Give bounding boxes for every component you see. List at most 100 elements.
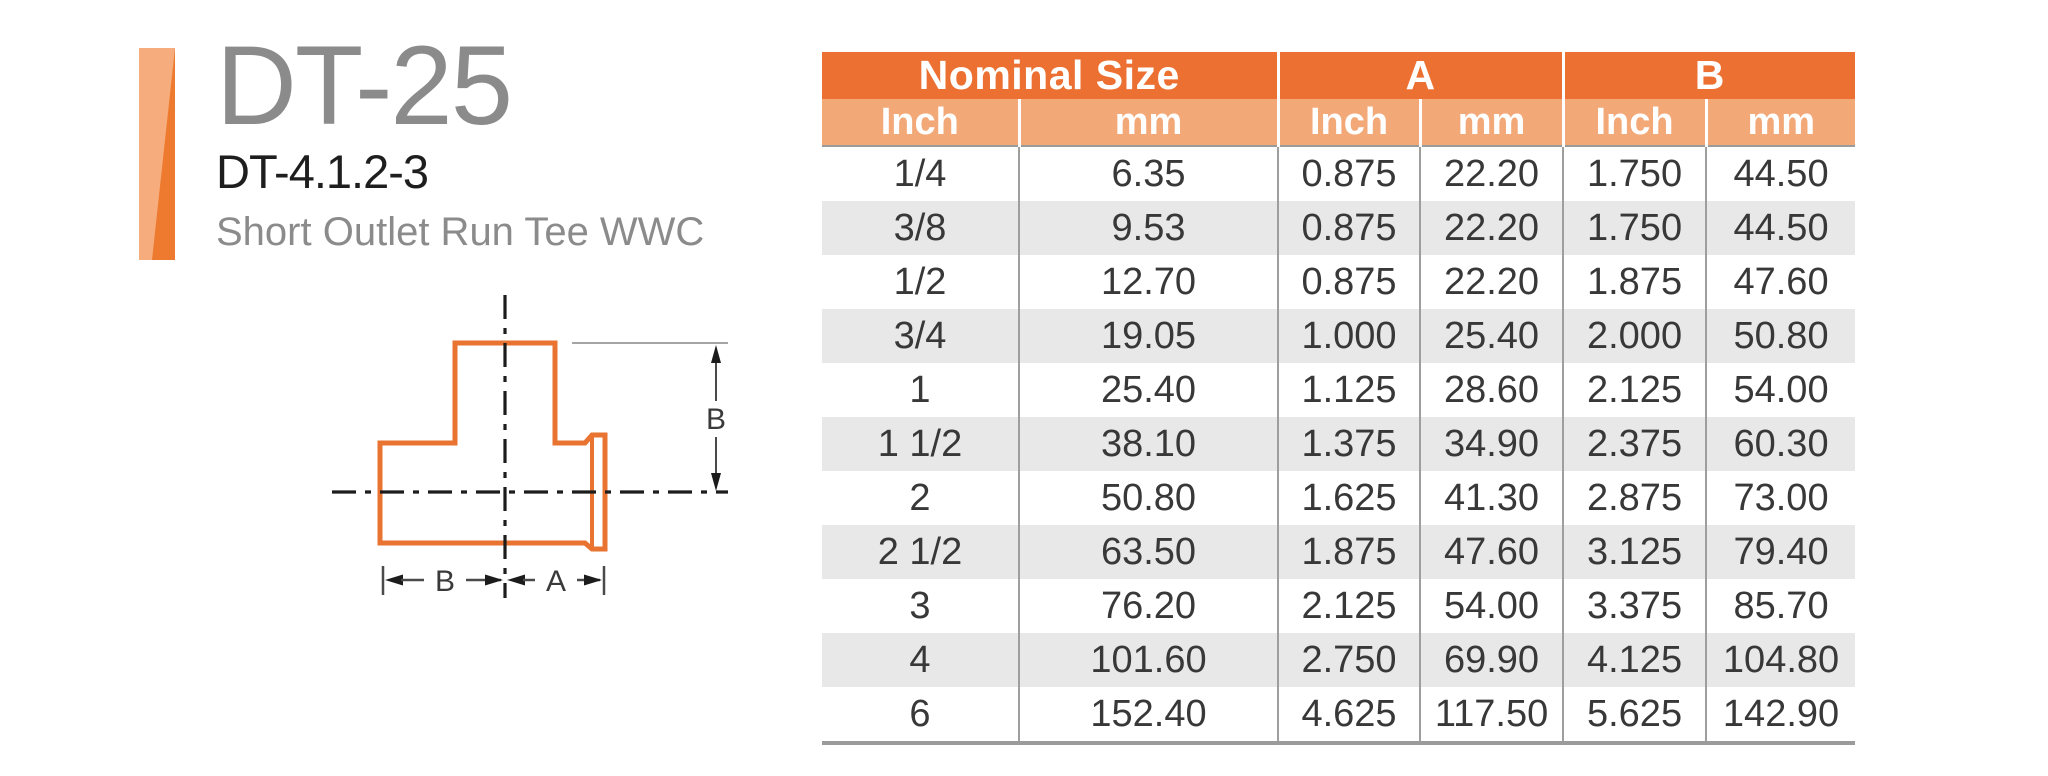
column-header-b-mm: mm [1704, 99, 1856, 147]
table-cell: 38.10 [1017, 417, 1279, 471]
table-cell: 9.53 [1017, 201, 1279, 255]
table-row: 2 1/2 63.50 1.875 47.60 3.125 79.40 [822, 525, 1856, 579]
table-cell: 2.000 [1562, 309, 1707, 363]
table-cell: 25.40 [1017, 363, 1279, 417]
table-cell: 69.90 [1419, 633, 1564, 687]
table-cell: 47.60 [1705, 255, 1856, 309]
table-cell: 73.00 [1705, 471, 1856, 525]
table-cell: 3.375 [1562, 579, 1707, 633]
table-cell: 152.40 [1017, 687, 1279, 745]
table-cell: 4.625 [1277, 687, 1421, 745]
table-cell: 1.750 [1562, 201, 1707, 255]
table-row: 1/2 12.70 0.875 22.20 1.875 47.60 [822, 255, 1856, 309]
table-cell: 41.30 [1419, 471, 1564, 525]
arrowhead-right-icon [485, 574, 503, 586]
table-cell: 117.50 [1419, 687, 1564, 745]
table-cell: 3/4 [822, 309, 1019, 363]
table-cell: 1.000 [1277, 309, 1421, 363]
table-body: 1/4 6.35 0.875 22.20 1.750 44.50 3/8 9.53 0.875 2… [822, 146, 1856, 745]
table-row: 1/4 6.35 0.875 22.20 1.750 44.50 [822, 146, 1856, 201]
brand-accent-wedge [152, 48, 175, 260]
column-header-nominal-mm: mm [1017, 99, 1279, 147]
table-cell: 44.50 [1705, 201, 1856, 255]
table-cell: 2.125 [1562, 363, 1707, 417]
table-cell: 2 1/2 [822, 525, 1019, 579]
table-cell: 79.40 [1705, 525, 1856, 579]
dim-a-horizontal-label: A [546, 565, 566, 598]
dimensions-table: Nominal Size A B Inch mm Inch mm Inch mm… [822, 52, 1856, 745]
table-cell: 12.70 [1017, 255, 1279, 309]
table-cell: 2.875 [1562, 471, 1707, 525]
table-cell: 54.00 [1705, 363, 1856, 417]
table-cell: 1.875 [1562, 255, 1707, 309]
arrowhead-right-icon [584, 574, 602, 586]
table-cell: 1.875 [1277, 525, 1421, 579]
table-row: 3/8 9.53 0.875 22.20 1.750 44.50 [822, 201, 1856, 255]
table-cell: 63.50 [1017, 525, 1279, 579]
table-group-header-row: Nominal Size A B [822, 52, 1856, 99]
table-row: 1 25.40 1.125 28.60 2.125 54.00 [822, 363, 1856, 417]
table-cell: 3/8 [822, 201, 1019, 255]
part-number: DT-4.1.2-3 [216, 145, 429, 198]
table-cell: 34.90 [1419, 417, 1564, 471]
table-cell: 60.30 [1705, 417, 1856, 471]
table-cell: 1/4 [822, 146, 1019, 201]
dim-b-horizontal-label: B [435, 565, 455, 598]
column-header-nominal-inch: Inch [822, 99, 1019, 147]
table-cell: 1.750 [1562, 146, 1707, 201]
table-cell: 1 1/2 [822, 417, 1019, 471]
table-cell: 0.875 [1277, 255, 1421, 309]
table-cell: 1.625 [1277, 471, 1421, 525]
arrowhead-down-icon [711, 473, 721, 491]
table-cell: 47.60 [1419, 525, 1564, 579]
column-group-nominal-size: Nominal Size [822, 52, 1279, 99]
table-cell: 2.750 [1277, 633, 1421, 687]
column-group-a: A [1276, 52, 1564, 99]
table-cell: 4 [822, 633, 1019, 687]
product-model-title: DT-25 [216, 23, 513, 148]
arrowhead-up-icon [711, 345, 721, 363]
table-cell: 50.80 [1017, 471, 1279, 525]
table-cell: 3 [822, 579, 1019, 633]
table-cell: 5.625 [1562, 687, 1707, 745]
table-cell: 1.125 [1277, 363, 1421, 417]
table-row: 3 76.20 2.125 54.00 3.375 85.70 [822, 579, 1856, 633]
table-cell: 0.875 [1277, 201, 1421, 255]
table-cell: 6 [822, 687, 1019, 745]
table-cell: 22.20 [1419, 201, 1564, 255]
table-cell: 104.80 [1705, 633, 1856, 687]
tee-outline [377, 340, 608, 552]
table-cell: 44.50 [1705, 146, 1856, 201]
column-header-b-inch: Inch [1561, 99, 1707, 147]
arrowhead-left-icon [507, 574, 525, 586]
table-cell: 4.125 [1562, 633, 1707, 687]
column-header-a-mm: mm [1418, 99, 1564, 147]
arrowhead-left-icon [385, 574, 403, 586]
table-cell: 85.70 [1705, 579, 1856, 633]
table-cell: 0.875 [1277, 146, 1421, 201]
table-cell: 2 [822, 471, 1019, 525]
product-description: Short Outlet Run Tee WWC [216, 210, 705, 254]
table-cell: 19.05 [1017, 309, 1279, 363]
column-header-a-inch: Inch [1276, 99, 1421, 147]
table-cell: 76.20 [1017, 579, 1279, 633]
table-row: 6 152.40 4.625 117.50 5.625 142.90 [822, 687, 1856, 745]
table-unit-header-row: Inch mm Inch mm Inch mm [822, 99, 1856, 147]
table-cell: 1 [822, 363, 1019, 417]
dim-b-vertical-label: B [706, 403, 726, 436]
table-row: 4 101.60 2.750 69.90 4.125 104.80 [822, 633, 1856, 687]
table-cell: 142.90 [1705, 687, 1856, 745]
table-cell: 101.60 [1017, 633, 1279, 687]
column-group-b: B [1561, 52, 1856, 99]
table-cell: 2.375 [1562, 417, 1707, 471]
table-row: 1 1/2 38.10 1.375 34.90 2.375 60.30 [822, 417, 1856, 471]
fitting-diagram: B B A [332, 295, 728, 598]
table-cell: 28.60 [1419, 363, 1564, 417]
brand-accent-dark-wedge [152, 48, 175, 260]
table-cell: 22.20 [1419, 146, 1564, 201]
table-cell: 3.125 [1562, 525, 1707, 579]
table-row: 3/4 19.05 1.000 25.40 2.000 50.80 [822, 309, 1856, 363]
table-cell: 25.40 [1419, 309, 1564, 363]
table-cell: 1/2 [822, 255, 1019, 309]
table-cell: 54.00 [1419, 579, 1564, 633]
